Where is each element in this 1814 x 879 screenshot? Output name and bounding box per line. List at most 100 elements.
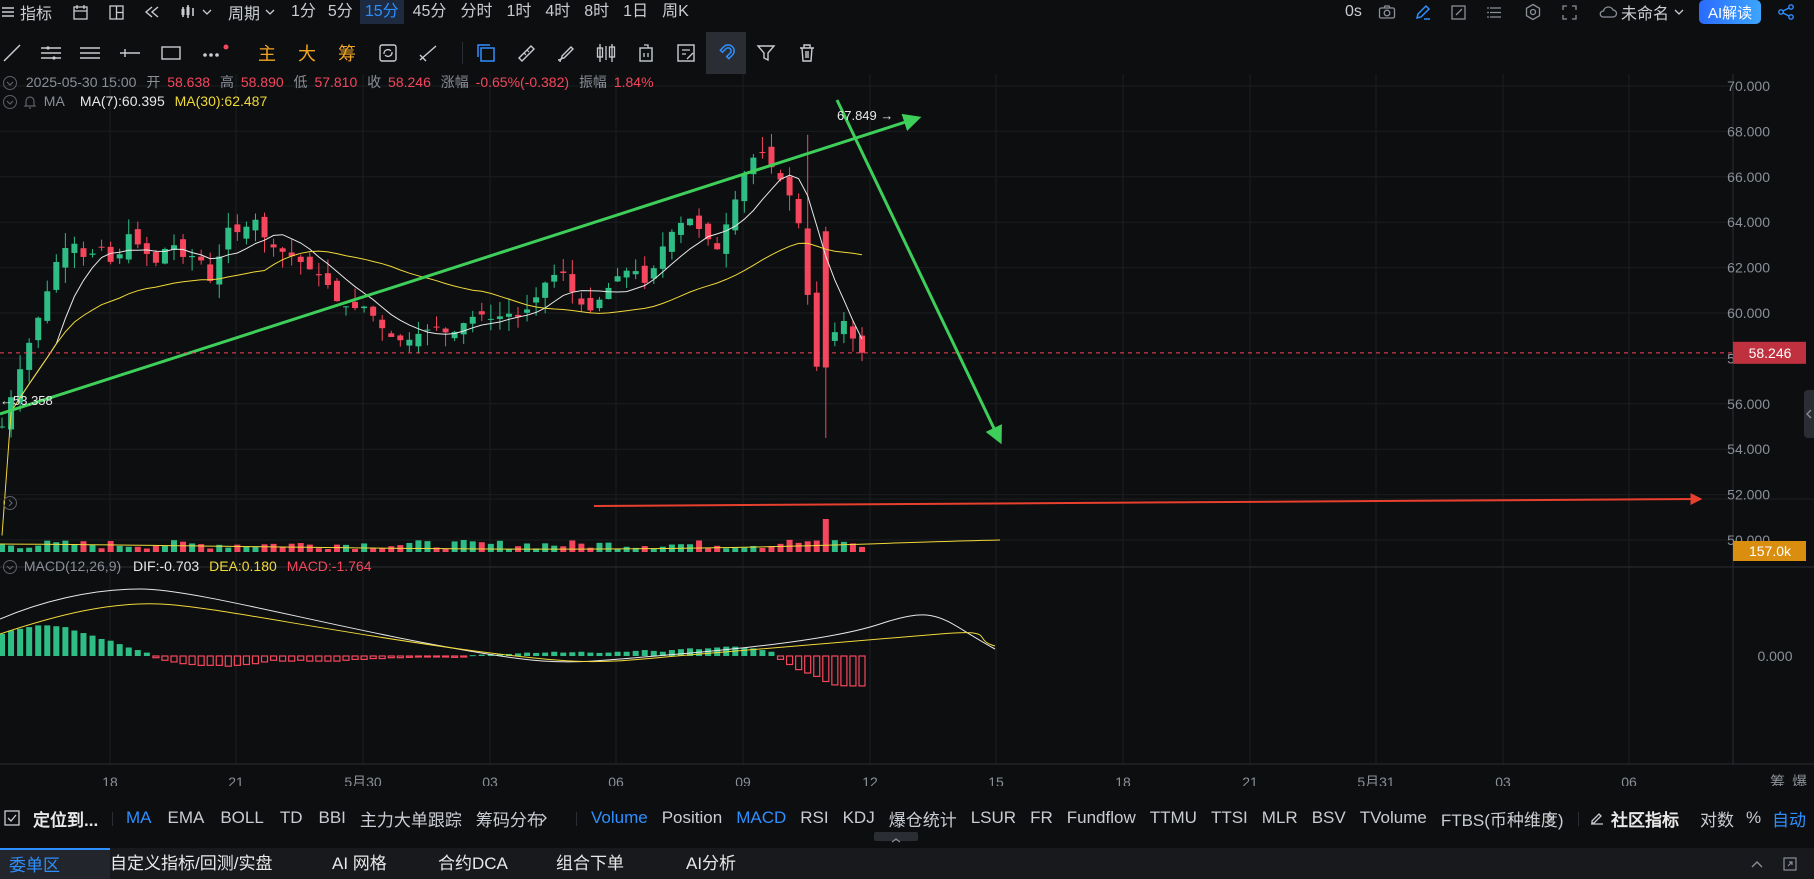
sub-indicator-14[interactable]: FTBS(币种维度) [1440, 810, 1564, 830]
volume-bar [451, 541, 458, 552]
sub-indicator-9[interactable]: TTMU [1149, 808, 1197, 827]
horizontal-lines-icon[interactable] [40, 43, 62, 63]
sub-indicator-12[interactable]: BSV [1311, 808, 1346, 827]
timeframe-tab-4时[interactable]: 4时 [545, 3, 571, 20]
main-force-button[interactable]: 主 [258, 44, 276, 64]
candle-body [560, 271, 567, 273]
sub-indicator-11[interactable]: MLR [1261, 808, 1298, 827]
bottom-tab-0[interactable]: 委单区 [0, 848, 110, 879]
timeframe-tab-1时[interactable]: 1时 [506, 3, 532, 20]
magnet-button[interactable] [706, 32, 746, 74]
bottom-tab-5[interactable]: AI分析 [686, 854, 737, 873]
draw-pen-icon[interactable] [1414, 3, 1432, 21]
indicator-2[interactable]: BOLL [220, 808, 264, 827]
chevron-right-icon[interactable] [538, 811, 550, 825]
maximize-icon[interactable] [1782, 856, 1798, 872]
percent-toggle[interactable]: % [1746, 808, 1762, 827]
sub-indicator-4[interactable]: KDJ [842, 808, 875, 827]
locate-icon[interactable] [3, 809, 21, 827]
candle-body [859, 335, 865, 353]
expand-icon[interactable] [2, 495, 18, 511]
sub-indicator-2[interactable]: MACD [736, 808, 787, 827]
lock-drawing-icon[interactable] [635, 42, 657, 64]
edit-note-icon[interactable] [1450, 4, 1467, 21]
calendar-icon[interactable] [72, 4, 89, 21]
timeframe-tab-分时[interactable]: 分时 [460, 3, 493, 20]
volume-bar [8, 545, 15, 552]
layout-name-dropdown[interactable]: 未命名 [1598, 0, 1685, 24]
share-icon[interactable] [1777, 3, 1795, 21]
bottom-tab-4[interactable]: 组合下单 [556, 854, 624, 873]
timeframe-tab-1日[interactable]: 1日 [623, 3, 649, 20]
brush-icon[interactable] [555, 42, 577, 64]
ruler-icon[interactable] [515, 42, 537, 64]
parallel-channel-icon[interactable] [79, 43, 101, 63]
collapse-icon[interactable] [2, 75, 18, 91]
time-tick: 18 [102, 774, 118, 786]
chip-button[interactable]: 筹 [338, 44, 356, 64]
edit-template-icon[interactable] [675, 42, 697, 64]
gear-icon[interactable] [1524, 3, 1542, 21]
fullscreen-icon[interactable] [1561, 4, 1578, 21]
volume-legend [2, 490, 18, 514]
collapse-icon[interactable] [2, 559, 18, 575]
timeframe-tab-8时[interactable]: 8时 [584, 3, 610, 20]
indicator-4[interactable]: BBI [318, 808, 346, 827]
timeframe-tab-周K[interactable]: 周K [662, 3, 689, 20]
timeframe-tab-5分[interactable]: 5分 [327, 3, 353, 20]
panel-resize-handle[interactable] [874, 832, 918, 843]
indicator-1[interactable]: EMA [167, 808, 205, 827]
indicator-6[interactable]: 筹码分布 [475, 810, 544, 830]
sub-indicator-10[interactable]: TTSI [1210, 808, 1248, 827]
camera-icon[interactable] [1378, 4, 1396, 20]
rectangle-icon[interactable] [160, 43, 182, 63]
community-indicators-button[interactable]: 社区指标 [1589, 806, 1679, 831]
bottom-tab-2[interactable]: AI 网格 [332, 854, 387, 873]
indicator-3[interactable]: TD [279, 808, 303, 827]
timeframe-tab-15分[interactable]: 15分 [359, 0, 404, 24]
trash-icon[interactable] [796, 42, 818, 64]
bell-icon[interactable] [22, 94, 38, 110]
auto-scale-toggle[interactable]: 自动 [1772, 810, 1806, 830]
more-tools-icon[interactable] [200, 43, 230, 63]
toolbar-divider [462, 42, 463, 64]
chart-area[interactable]: 70.00068.00066.00064.00062.00060.00058.0… [0, 74, 1814, 791]
side-panel-handle[interactable] [1804, 390, 1814, 438]
trend-line-icon[interactable] [2, 43, 22, 63]
candle-body [632, 271, 639, 275]
sub-indicator-0[interactable]: Volume [591, 808, 648, 827]
timeframe-tab-45分[interactable]: 45分 [412, 3, 447, 20]
sub-indicator-7[interactable]: FR [1030, 808, 1053, 827]
indicator-0[interactable]: MA [126, 808, 152, 827]
bottom-tab-1[interactable]: 自定义指标/回测/实盘 [110, 854, 273, 873]
layout-icon[interactable] [108, 4, 125, 21]
big-order-button[interactable]: 大 [298, 44, 316, 64]
sub-indicator-8[interactable]: Fundflow [1066, 808, 1136, 827]
collapse-icon[interactable] [2, 94, 18, 110]
chevron-right-icon[interactable] [1544, 811, 1556, 825]
candlestick-chart[interactable]: 70.00068.00066.00064.00062.00060.00058.0… [0, 74, 1814, 791]
copy-layers-icon[interactable] [475, 42, 497, 64]
filter-icon[interactable] [755, 42, 777, 64]
chart-type-icon[interactable] [180, 4, 214, 20]
horizontal-ray-icon[interactable] [119, 43, 141, 63]
timeframe-tab-1分[interactable]: 1分 [291, 3, 316, 20]
sub-indicator-5[interactable]: 爆仓统计 [888, 810, 957, 830]
indicator-5[interactable]: 主力大单跟踪 [359, 810, 462, 830]
sub-indicator-13[interactable]: TVolume [1359, 808, 1427, 827]
indicators-button[interactable]: 指标 [0, 0, 52, 24]
rewind-icon[interactable] [143, 4, 161, 20]
sub-indicator-3[interactable]: RSI [800, 808, 829, 827]
sub-indicator-1[interactable]: Position [661, 808, 723, 827]
ai-interpret-button[interactable]: AI解读 [1699, 0, 1762, 24]
measure-icon[interactable] [418, 43, 440, 63]
log-scale-toggle[interactable]: 对数 [1700, 810, 1734, 830]
locate-button[interactable]: 定位到... [33, 810, 99, 830]
candle-compare-icon[interactable] [594, 42, 618, 64]
list-settings-icon[interactable] [1486, 4, 1503, 21]
sub-indicator-6[interactable]: LSUR [970, 808, 1017, 827]
period-dropdown[interactable]: 周期 [228, 0, 276, 24]
chevron-up-icon[interactable] [1749, 857, 1765, 871]
refresh-square-icon[interactable] [377, 42, 399, 64]
bottom-tab-3[interactable]: 合约DCA [438, 854, 508, 873]
